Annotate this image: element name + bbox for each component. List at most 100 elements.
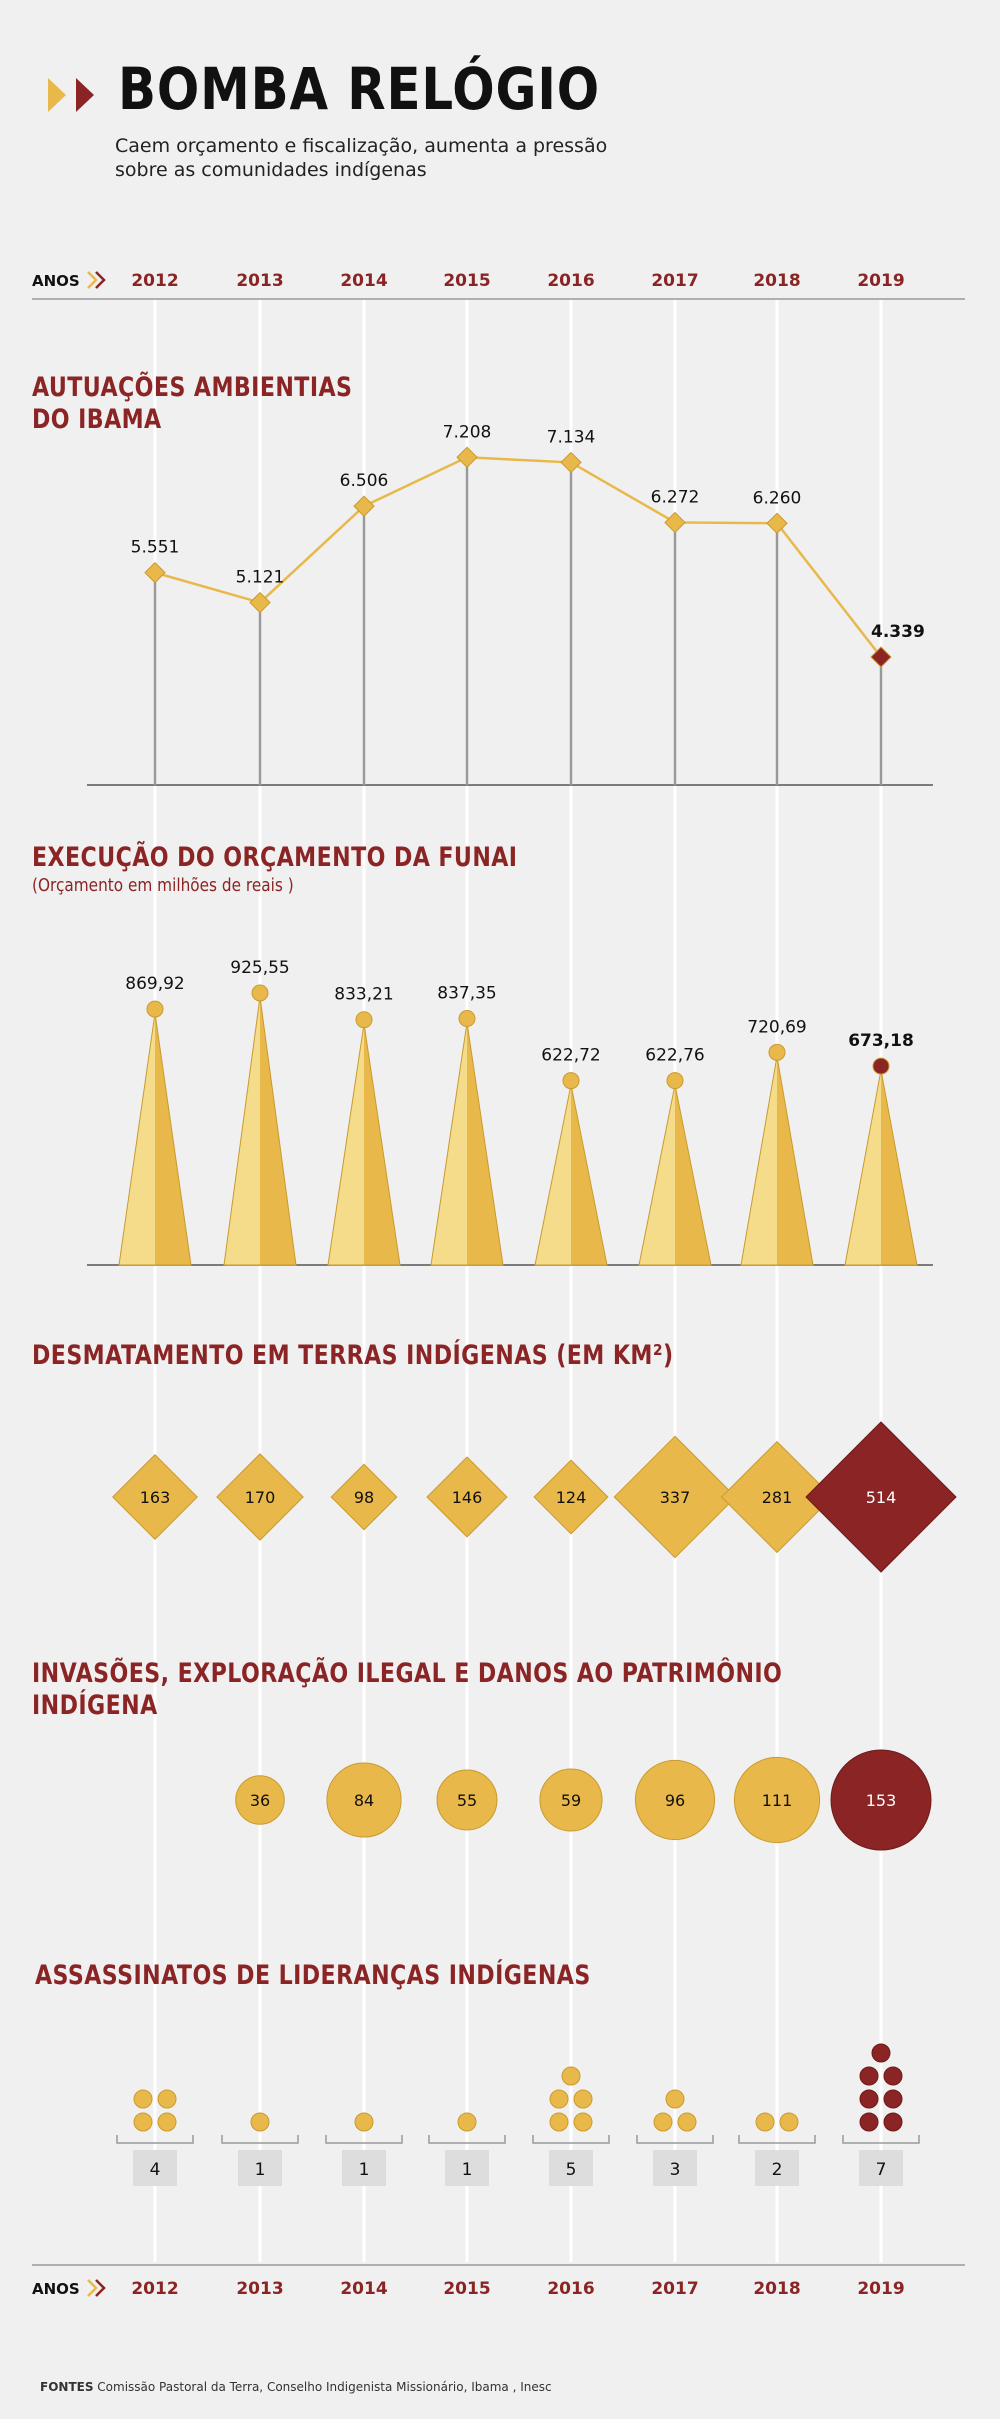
murder-dot-2012: [133, 2089, 153, 2109]
murder-dot-2016: [549, 2112, 569, 2132]
funai-cone-outline-2014: [327, 1023, 401, 1266]
year-label-2016: 2016: [547, 2279, 594, 2299]
year-label-2015: 2015: [443, 2279, 490, 2299]
deforestation-diamond-2019: [805, 1421, 957, 1573]
murder-bracket-2012: [116, 2135, 194, 2144]
sources-text: Comissão Pastoral da Terra, Conselho Ind…: [97, 2380, 552, 2394]
murders-chart: 4 1 1 1 5 3 2 7: [116, 2043, 920, 2186]
invasions-section-title: INVASÕES, EXPLORAÇÃO ILEGAL E DANOS AO P…: [32, 1658, 783, 1721]
deforestation-diamond-2016: [533, 1459, 609, 1535]
funai-dot-2019: [872, 1057, 890, 1075]
year-label-2017: 2017: [651, 271, 698, 291]
funai-dot-2016: [562, 1072, 580, 1090]
invasions-circle-2017: [634, 1759, 716, 1841]
deforestation-value-2018: 281: [762, 1488, 793, 1507]
year-label-2018: 2018: [753, 2279, 800, 2299]
bottom-year-axis: ANOS 2012 2013 2014 2015 2016 2017 2018 2019: [32, 2264, 965, 2299]
ibama-value-2018: 6.260: [753, 488, 802, 508]
murder-dot-2019: [883, 2089, 903, 2109]
deforestation-chart: 163 170 98 146 124 337 281 514: [112, 1421, 957, 1573]
murder-count-2013: 1: [255, 2160, 266, 2180]
murder-dot-2013: [250, 2112, 270, 2132]
funai-section-title: EXECUÇÃO DO ORÇAMENTO DA FUNAI: [32, 842, 518, 873]
axis-chevron-icon: [95, 2279, 106, 2297]
funai-dot-2015: [458, 1010, 476, 1028]
deforestation-section-title: DESMATAMENTO EM TERRAS INDÍGENAS (EM KM²…: [32, 1340, 674, 1371]
deforestation-value-2019: 514: [866, 1488, 897, 1507]
murder-bracket-2013: [221, 2135, 299, 2144]
sources-footer: FONTES Comissão Pastoral da Terra, Conse…: [40, 2380, 552, 2394]
ibama-point-2012: [144, 561, 166, 584]
murder-bracket-2014: [325, 2135, 403, 2144]
murder-dot-2014: [354, 2112, 374, 2132]
deforestation-diamond-2015: [426, 1456, 508, 1538]
funai-cone-outline-2019: [844, 1069, 918, 1266]
year-label-2017: 2017: [651, 2279, 698, 2299]
deforestation-value-2015: 146: [452, 1488, 483, 1507]
murder-count-box-2013: [238, 2150, 282, 2186]
invasions-circle-2015: [436, 1769, 498, 1831]
axis-chevron-icon: [87, 271, 98, 289]
murder-dot-2019: [859, 2112, 879, 2132]
invasions-value-2018: 111: [762, 1791, 793, 1810]
invasions-value-2017: 96: [665, 1791, 685, 1810]
invasions-value-2015: 55: [457, 1791, 477, 1810]
funai-cone-outline-2016: [534, 1084, 608, 1266]
murder-dot-2018: [755, 2112, 775, 2132]
axis-chevron-icon: [87, 2279, 98, 2297]
year-label-2013: 2013: [236, 271, 283, 291]
murders-section-title: ASSASSINATOS DE LIDERANÇAS INDÍGENAS: [35, 1960, 591, 1991]
ibama-value-2019: 4.339: [871, 622, 925, 642]
funai-value-2012: 869,92: [125, 974, 184, 994]
murder-bracket-2018: [738, 2135, 816, 2144]
murder-count-2017: 3: [670, 2160, 681, 2180]
invasions-value-2014: 84: [354, 1791, 374, 1810]
murder-dot-2019: [883, 2112, 903, 2132]
axis-label: ANOS: [32, 2280, 80, 2298]
deforestation-value-2017: 337: [660, 1488, 691, 1507]
funai-value-2019: 673,18: [848, 1031, 914, 1051]
murder-count-2016: 5: [566, 2160, 577, 2180]
funai-dot-2017: [666, 1072, 684, 1090]
funai-budget-chart: 869,92 925,55 833,21 837,35 622,72 622,76 720,…: [87, 958, 933, 1266]
axis-label: ANOS: [32, 272, 80, 290]
murder-dot-2015: [457, 2112, 477, 2132]
murder-dot-2019: [883, 2066, 903, 2086]
murder-dot-2012: [133, 2112, 153, 2132]
page-subtitle: Caem orçamento e fiscalização, aumenta a…: [115, 135, 608, 181]
murder-count-box-2016: [549, 2150, 593, 2186]
ibama-line: [154, 456, 882, 658]
top-year-axis: ANOS 2012 2013 2014 2015 2016 2017 2018 2019: [32, 271, 965, 300]
funai-cone-outline-2018: [740, 1056, 814, 1266]
deforestation-diamond-2013: [216, 1453, 304, 1541]
invasions-value-2016: 59: [561, 1791, 581, 1810]
deforestation-diamond-2017: [613, 1435, 737, 1559]
invasions-circle-2019: [830, 1749, 932, 1851]
year-label-2019: 2019: [857, 271, 904, 291]
funai-value-2015: 837,35: [437, 984, 496, 1004]
murder-count-2014: 1: [359, 2160, 370, 2180]
year-label-2018: 2018: [753, 271, 800, 291]
murder-dot-2012: [157, 2112, 177, 2132]
ibama-value-2017: 6.272: [651, 487, 700, 507]
murder-bracket-2017: [636, 2135, 714, 2144]
murder-count-2018: 2: [772, 2160, 783, 2180]
murder-bracket-2016: [532, 2135, 610, 2144]
deforestation-value-2014: 98: [354, 1488, 374, 1507]
murder-count-box-2014: [342, 2150, 386, 2186]
invasions-circle-2016: [539, 1768, 603, 1832]
murder-bracket-2019: [842, 2135, 920, 2144]
funai-dot-2018: [768, 1043, 786, 1061]
funai-value-2013: 925,55: [230, 958, 289, 978]
ibama-value-2016: 7.134: [547, 427, 596, 447]
invasions-circle-2013: [235, 1775, 285, 1825]
murder-count-2015: 1: [462, 2160, 473, 2180]
murder-dot-2016: [573, 2112, 593, 2132]
funai-dot-2013: [251, 984, 269, 1002]
deforestation-value-2012: 163: [140, 1488, 171, 1507]
ibama-point-2017: [664, 511, 686, 534]
murder-count-2019: 7: [876, 2160, 887, 2180]
ibama-point-2018: [766, 512, 788, 534]
ibama-point-2019: [870, 646, 892, 668]
funai-dot-2012: [146, 1000, 164, 1018]
